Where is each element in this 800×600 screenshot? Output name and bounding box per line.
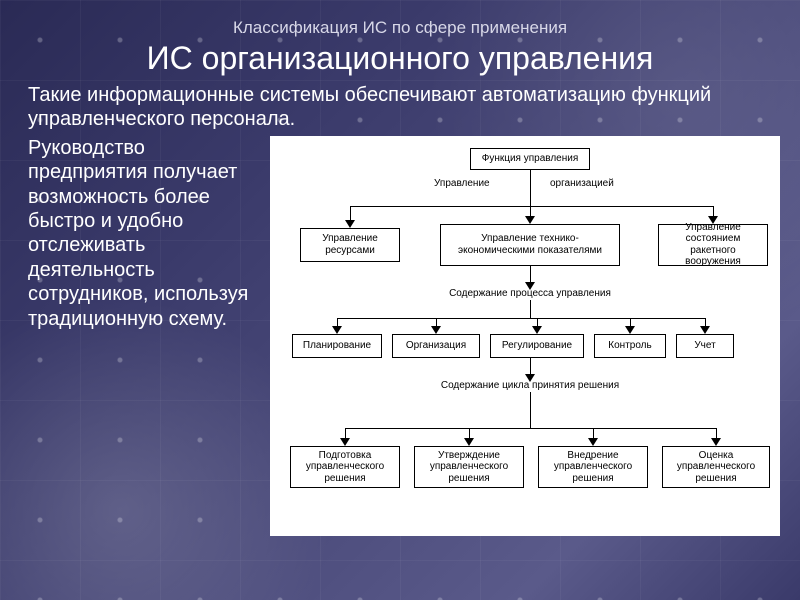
body-text: Руководство предприятия получает возможн…	[28, 136, 258, 331]
flowchart-diagram: Функция управления Управление организацией…	[270, 136, 780, 536]
label-level2: Содержание процесса управления	[435, 288, 625, 299]
label-sub-left: Управление	[434, 178, 490, 189]
node-root: Функция управления	[470, 148, 590, 170]
node-l3-3: Оценка управленческого решения	[662, 446, 770, 488]
node-l3-1: Утверждение управленческого решения	[414, 446, 524, 488]
node-l2-2: Регулирование	[490, 334, 584, 358]
node-l2-1: Организация	[392, 334, 480, 358]
node-l1-1: Управление технико-экономическими показа…	[440, 224, 620, 266]
intro-text: Такие информационные системы обеспечиваю…	[28, 83, 772, 132]
node-l3-2: Внедрение управленческого решения	[538, 446, 648, 488]
node-l2-0: Планирование	[292, 334, 382, 358]
slide-subtitle: Классификация ИС по сфере применения	[28, 18, 772, 38]
node-l2-3: Контроль	[594, 334, 666, 358]
node-l3-0: Подготовка управленческого решения	[290, 446, 400, 488]
label-level3: Содержание цикла принятия решения	[425, 380, 635, 391]
node-l1-2: Управление состоянием ракетного вооружен…	[658, 224, 768, 266]
label-sub-right: организацией	[550, 178, 614, 189]
node-l1-0: Управление ресурсами	[300, 228, 400, 262]
node-l2-4: Учет	[676, 334, 734, 358]
slide-title: ИС организационного управления	[28, 40, 772, 77]
